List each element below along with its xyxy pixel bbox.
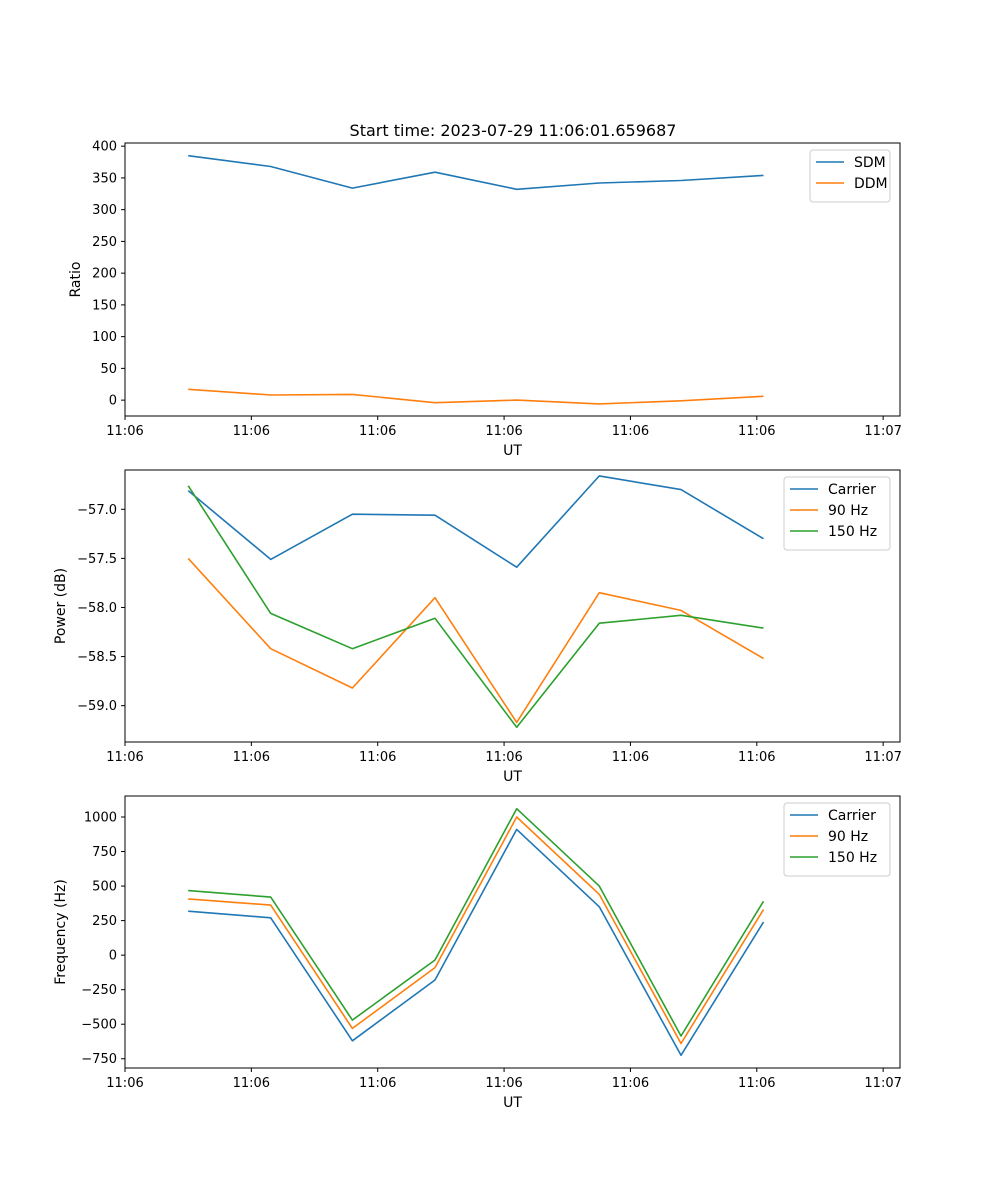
subplot-3: 11:06 11:06 11:06 11:06 11:06 11:06 11:07 −750 −… [53, 795, 902, 1111]
x-axis-label: UT [503, 443, 522, 459]
y-tick-label: 250 [92, 914, 117, 929]
series-line-150-hz [188, 807, 765, 1037]
series-line-150-hz [187, 485, 764, 729]
x-tick-label: 11:06 [233, 1076, 270, 1091]
x-tick-label: 11:06 [106, 750, 143, 765]
y-tick-label: −57.5 [77, 552, 117, 567]
legend-label-90-hz: 90 Hz [828, 503, 868, 519]
y-axis-label: Frequency (Hz) [53, 879, 69, 985]
legend-label-sdm: SDM [854, 155, 886, 171]
series-line-carrier [188, 828, 765, 1057]
x-tick-label: 11:06 [738, 750, 775, 765]
plot-frame [124, 142, 901, 417]
x-tick-label: 11:06 [612, 750, 649, 765]
x-tick-label: 11:06 [359, 750, 396, 765]
y-tick-label: −500 [81, 1018, 117, 1033]
y-tick-label: 250 [92, 235, 117, 250]
x-tick-label: 11:07 [864, 424, 901, 439]
y-tick-label: 0 [109, 949, 117, 964]
legend-box [809, 149, 891, 203]
x-tick-label: 11:06 [612, 424, 649, 439]
x-tick-label: 11:06 [738, 1076, 775, 1091]
y-tick-label: −250 [81, 983, 117, 998]
y-tick-label: 350 [92, 171, 117, 186]
x-tick-label: 11:06 [359, 1076, 396, 1091]
figure-title: Start time: 2023-07-29 11:06:01.659687 [350, 121, 677, 140]
legend: SDM DDM [809, 149, 891, 203]
y-tick-label: 100 [92, 330, 117, 345]
x-tick-label: 11:06 [106, 424, 143, 439]
y-tick-label: 500 [92, 880, 117, 895]
x-tick-label: 11:06 [359, 424, 396, 439]
x-axis-label: UT [503, 1095, 522, 1111]
y-tick-label: −58.5 [77, 650, 117, 665]
y-tick-label: 400 [92, 140, 117, 155]
legend-label-150-hz: 150 Hz [828, 850, 877, 866]
series-line-sdm [188, 154, 764, 191]
y-tick-label: 750 [92, 845, 117, 860]
x-tick-label: 11:07 [864, 1076, 901, 1091]
y-tick-label: −57.0 [77, 503, 117, 518]
plot-frame [124, 795, 901, 1069]
legend: Carrier 90 Hz 150 Hz [783, 802, 891, 877]
legend-label-ddm: DDM [854, 176, 888, 192]
series-line-ddm [188, 388, 764, 405]
series-line-90-hz [187, 557, 764, 724]
series-line-carrier [187, 475, 764, 569]
y-tick-label: −750 [81, 1052, 117, 1067]
subplot-2: 11:06 11:06 11:06 11:06 11:06 11:06 11:07 −57.0… [53, 469, 902, 785]
y-tick-label: 0 [109, 394, 117, 409]
x-tick-label: 11:06 [233, 424, 270, 439]
plots: 11:06 11:06 11:06 11:06 11:06 11:06 11:07 0 50 10… [53, 140, 902, 1111]
series-line-90-hz [188, 816, 765, 1045]
x-tick-label: 11:07 [864, 750, 901, 765]
legend-label-carrier: Carrier [828, 482, 876, 498]
x-tick-label: 11:06 [485, 424, 522, 439]
x-tick-label: 11:06 [612, 1076, 649, 1091]
y-tick-label: 300 [92, 203, 117, 218]
legend-label-90-hz: 90 Hz [828, 829, 868, 845]
plot-frame [124, 469, 901, 743]
x-axis-label: UT [503, 769, 522, 785]
y-tick-label: 1000 [84, 810, 117, 825]
y-tick-label: 50 [100, 362, 117, 377]
x-tick-label: 11:06 [233, 750, 270, 765]
legend-label-carrier: Carrier [828, 808, 876, 824]
x-tick-label: 11:06 [485, 1076, 522, 1091]
y-tick-label: 200 [92, 267, 117, 282]
y-tick-label: −58.0 [77, 601, 117, 616]
subplot-1: 11:06 11:06 11:06 11:06 11:06 11:06 11:07 0 50 10… [68, 140, 902, 459]
legend-label-150-hz: 150 Hz [828, 524, 877, 540]
x-tick-label: 11:06 [485, 750, 522, 765]
x-tick-label: 11:06 [106, 1076, 143, 1091]
y-tick-label: 150 [92, 298, 117, 313]
x-tick-label: 11:06 [738, 424, 775, 439]
y-tick-label: −59.0 [77, 699, 117, 714]
y-axis-label: Power (dB) [53, 568, 69, 644]
legend: Carrier 90 Hz 150 Hz [783, 476, 891, 551]
y-axis-label: Ratio [68, 262, 84, 298]
